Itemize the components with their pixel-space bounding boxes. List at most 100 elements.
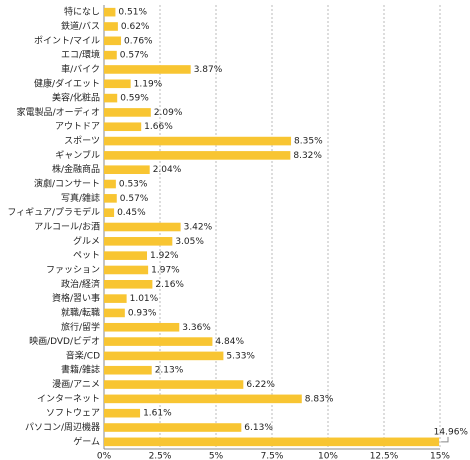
value-label: 1.61%	[143, 409, 172, 419]
y-tick-label: 漫画/アニメ	[52, 378, 100, 390]
bar	[104, 65, 191, 74]
bar	[104, 151, 291, 160]
value-label: 0.93%	[128, 308, 157, 318]
y-tick-label: 旅行/留学	[61, 321, 100, 333]
y-tick-label: 家電製品/オーディオ	[17, 106, 100, 118]
bar	[104, 22, 118, 31]
bar	[104, 337, 213, 346]
y-tick-label: 就職/転職	[61, 306, 100, 318]
bar	[104, 7, 116, 17]
value-label: 2.16%	[155, 280, 184, 290]
y-tick-label: ペット	[73, 251, 100, 261]
bar	[104, 408, 141, 418]
bar	[104, 237, 173, 246]
x-tick-label: 12.5%	[370, 452, 399, 460]
bar	[104, 322, 180, 332]
y-tick-label: 音楽/CD	[66, 349, 100, 361]
y-tick-label: 資格/習い事	[52, 292, 100, 304]
bar	[104, 165, 150, 175]
bar	[104, 194, 117, 203]
bar	[104, 308, 125, 318]
bar	[104, 136, 292, 146]
value-label: 5.33%	[226, 351, 255, 361]
label-leader	[441, 436, 449, 443]
y-tick-label: グルメ	[73, 235, 100, 247]
value-label: 0.57%	[120, 194, 149, 204]
x-tick-label: 7.5%	[261, 452, 284, 460]
y-tick-label: ポイント/マイル	[34, 35, 100, 46]
value-label: 2.09%	[154, 108, 183, 118]
bar	[104, 365, 152, 375]
bar	[104, 79, 131, 89]
value-label: 1.92%	[150, 251, 179, 261]
bar	[104, 208, 115, 217]
bar	[104, 294, 127, 303]
bar	[104, 50, 117, 60]
y-tick-label: 美容/化粧品	[52, 92, 100, 104]
value-label: 8.83%	[305, 394, 334, 404]
value-label: 0.53%	[119, 180, 148, 190]
y-tick-label: 健康/ダイエット	[34, 77, 100, 89]
value-label: 8.32%	[293, 151, 322, 161]
y-tick-label: 株/金融商品	[52, 163, 100, 175]
y-tick-label: アウトドア	[55, 121, 100, 132]
y-tick-label: 演劇/コンサート	[34, 178, 100, 190]
y-tick-label: 映画/DVD/ビデオ	[29, 335, 100, 347]
value-label: 0.59%	[120, 94, 149, 104]
value-label: 0.57%	[120, 51, 149, 61]
y-tick-label: フィギュア/プラモデル	[7, 206, 100, 218]
value-label: 8.35%	[294, 137, 323, 147]
value-label: 2.04%	[153, 165, 182, 175]
x-tick-label: 5%	[209, 452, 224, 460]
value-label: 3.42%	[184, 223, 213, 233]
bar	[104, 108, 151, 117]
value-label: 1.01%	[130, 294, 159, 304]
y-tick-label: 特になし	[64, 6, 100, 18]
y-tick-label: 政治/経済	[61, 278, 100, 290]
y-tick-label: パソコン/周辺機器	[25, 421, 100, 433]
x-tick-label: 0%	[97, 452, 112, 460]
value-label: 3.87%	[194, 65, 223, 75]
x-tick-label: 2.5%	[149, 452, 172, 460]
bar	[104, 93, 118, 103]
value-label: 0.76%	[124, 36, 153, 46]
y-tick-label: ソフトウェア	[46, 408, 100, 419]
value-label: 2.13%	[155, 366, 184, 376]
value-label: 1.19%	[134, 79, 163, 89]
y-tick-label: ファッション	[46, 265, 100, 275]
bar	[104, 36, 122, 46]
value-label: 6.22%	[246, 380, 275, 390]
y-tick-label: エコ/環境	[61, 49, 100, 61]
y-tick-label: ゲーム	[73, 435, 100, 447]
y-tick-label: 写真/雑誌	[61, 192, 100, 204]
y-tick-label: スポーツ	[64, 136, 100, 147]
x-tick-label: 10%	[318, 452, 338, 460]
value-label: 14.96%	[434, 427, 469, 437]
y-tick-label: インターネット	[37, 393, 100, 404]
bar	[104, 380, 244, 389]
bar	[104, 279, 153, 289]
bar	[104, 265, 149, 275]
value-label: 0.51%	[118, 8, 147, 18]
y-tick-label: 鉄道/バス	[61, 20, 100, 32]
x-tick-label: 15%	[430, 452, 450, 460]
y-tick-label: ギャンブル	[55, 149, 100, 161]
value-label: 1.66%	[144, 122, 173, 132]
value-label: 3.36%	[182, 323, 211, 333]
y-tick-label: 車/バイク	[61, 63, 100, 75]
bar	[104, 179, 116, 189]
bar	[104, 351, 224, 361]
y-tick-label: アルコール/お酒	[34, 222, 100, 233]
bar	[104, 423, 242, 432]
value-label: 6.13%	[244, 423, 273, 433]
value-label: 0.62%	[121, 22, 150, 32]
value-label: 4.84%	[215, 337, 244, 347]
bar	[104, 437, 440, 447]
bar	[104, 222, 181, 232]
value-label: 0.45%	[117, 208, 146, 218]
bar	[104, 394, 302, 404]
bar	[104, 251, 148, 260]
value-label: 3.05%	[175, 237, 204, 247]
y-tick-label: 書籍/雑誌	[61, 364, 100, 376]
